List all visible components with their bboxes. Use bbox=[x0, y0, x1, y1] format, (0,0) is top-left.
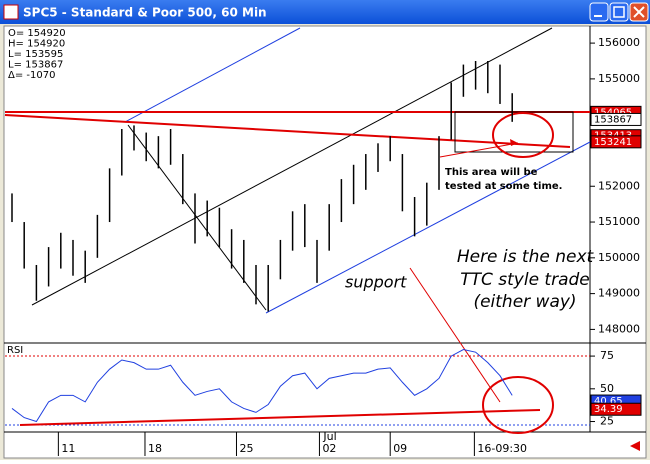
price-tag-label: 34.39 bbox=[594, 404, 623, 415]
scroll-arrow[interactable] bbox=[630, 441, 640, 451]
price-tag-label: 153241 bbox=[594, 137, 632, 148]
y-tick-label: 152000 bbox=[598, 179, 640, 192]
price-tag bbox=[590, 402, 642, 416]
price-tag-label: 40.65 bbox=[594, 396, 623, 407]
info-text: H= 154920 bbox=[8, 39, 65, 50]
y-tick-label: 151000 bbox=[598, 215, 640, 228]
x-tick-label: 16-09:30 bbox=[477, 442, 527, 455]
chart-area bbox=[3, 25, 647, 459]
info-text: O= 154920 bbox=[8, 28, 66, 39]
x-tick-label: 02 bbox=[322, 442, 336, 455]
annotation: tested at some time. bbox=[445, 181, 562, 192]
minimize-button[interactable] bbox=[589, 2, 609, 22]
annotation: (either way) bbox=[473, 292, 576, 312]
y-tick-label: 156000 bbox=[598, 36, 640, 49]
annotation: TTC style trade bbox=[460, 270, 590, 290]
x-tick-label: 25 bbox=[239, 442, 253, 455]
x-tick-label: 09 bbox=[393, 442, 407, 455]
y-tick-label: 25 bbox=[600, 415, 614, 428]
x-tick-label: 18 bbox=[148, 442, 162, 455]
y-tick-label: 50 bbox=[600, 382, 614, 395]
y-tick-label: 150000 bbox=[598, 251, 640, 264]
price-tag-label: 154065 bbox=[594, 107, 632, 118]
annotation: Here is the next bbox=[457, 247, 595, 267]
annotation: This area will be bbox=[445, 167, 538, 178]
app-icon bbox=[3, 4, 19, 20]
y-tick-label: 149000 bbox=[598, 287, 640, 300]
window-title: SPC5 - Standard & Poor 500, 60 Min bbox=[23, 6, 267, 20]
info-text: L= 153595 bbox=[8, 49, 63, 60]
price-tag bbox=[590, 135, 642, 149]
y-tick-label: 148000 bbox=[598, 322, 640, 335]
y-tick-label: 155000 bbox=[598, 72, 640, 85]
annotation: support bbox=[345, 273, 407, 292]
price-tag bbox=[590, 112, 642, 126]
panel-label: RSI bbox=[7, 345, 23, 356]
info-text: L= 153867 bbox=[8, 60, 63, 71]
price-tag-label: 153867 bbox=[594, 114, 632, 125]
rsi-line bbox=[11, 349, 513, 423]
title-bar bbox=[0, 0, 650, 24]
y-tick-label: 75 bbox=[600, 349, 614, 362]
x-tick-label: 11 bbox=[61, 442, 75, 455]
month-label: Jul bbox=[322, 430, 336, 443]
drawings bbox=[4, 27, 591, 434]
info-text: Δ= -1070 bbox=[8, 70, 55, 81]
maximize-button[interactable] bbox=[609, 2, 629, 22]
